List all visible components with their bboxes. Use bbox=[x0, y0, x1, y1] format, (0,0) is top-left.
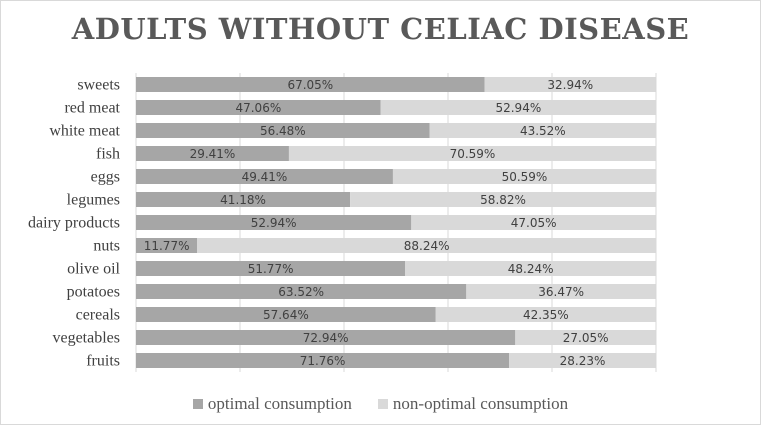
bar-non-optimal-consumption-white-meat bbox=[429, 123, 656, 138]
bar-optimal-consumption-dairy-products bbox=[136, 215, 412, 230]
legend: optimal consumption non-optimal consumpt… bbox=[0, 394, 761, 414]
bar-non-optimal-consumption-red-meat bbox=[380, 100, 656, 115]
data-label-optimal-consumption-legumes: 41.18% bbox=[220, 193, 266, 207]
data-label-optimal-consumption-vegetables: 72.94% bbox=[303, 331, 349, 345]
data-label-optimal-consumption-dairy-products: 52.94% bbox=[251, 216, 297, 230]
data-label-optimal-consumption-olive-oil: 51.77% bbox=[248, 262, 294, 276]
bar-optimal-consumption-potatoes bbox=[136, 284, 467, 299]
category-label-vegetables: vegetables bbox=[52, 330, 120, 347]
category-label-nuts: nuts bbox=[93, 238, 120, 255]
bar-non-optimal-consumption-eggs bbox=[392, 169, 656, 184]
bar-optimal-consumption-olive-oil bbox=[136, 261, 406, 276]
bar-non-optimal-consumption-nuts bbox=[197, 238, 657, 253]
data-label-non-optimal-consumption-potatoes: 36.47% bbox=[538, 285, 584, 299]
category-label-fish: fish bbox=[96, 146, 120, 163]
data-label-optimal-consumption-red-meat: 47.06% bbox=[235, 101, 281, 115]
bar-optimal-consumption-vegetables bbox=[136, 330, 516, 345]
legend-swatch-optimal bbox=[192, 399, 203, 409]
bar-optimal-consumption-cereals bbox=[136, 307, 436, 322]
label-layer: sweets 67.05% 32.94% red meat 47.06% 52.94% wh… bbox=[28, 77, 608, 370]
data-label-optimal-consumption-sweets: 67.05% bbox=[287, 78, 333, 92]
data-label-non-optimal-consumption-white-meat: 43.52% bbox=[520, 124, 566, 138]
bar-non-optimal-consumption-cereals bbox=[435, 307, 656, 322]
category-label-fruits: fruits bbox=[86, 353, 120, 370]
bar-non-optimal-consumption-potatoes bbox=[466, 284, 656, 299]
bar-optimal-consumption-legumes bbox=[136, 192, 351, 207]
chart-title: ADULTS WITHOUT CELIAC DISEASE bbox=[71, 12, 690, 46]
bar-optimal-consumption-white-meat bbox=[136, 123, 430, 138]
category-label-dairy-products: dairy products bbox=[28, 215, 120, 232]
data-label-optimal-consumption-fish: 29.41% bbox=[190, 147, 236, 161]
bar-layer bbox=[136, 77, 657, 368]
category-label-red-meat: red meat bbox=[64, 100, 120, 117]
category-label-cereals: cereals bbox=[76, 307, 120, 324]
bar-optimal-consumption-sweets bbox=[136, 77, 485, 92]
bar-optimal-consumption-fruits bbox=[136, 353, 510, 368]
category-label-olive-oil: olive oil bbox=[67, 261, 120, 278]
data-label-non-optimal-consumption-nuts: 88.24% bbox=[404, 239, 450, 253]
bar-non-optimal-consumption-legumes bbox=[350, 192, 656, 207]
legend-item-non-optimal: non-optimal consumption bbox=[377, 394, 569, 414]
bar-optimal-consumption-nuts bbox=[136, 238, 198, 253]
legend-swatch-non-optimal bbox=[377, 399, 388, 409]
bar-non-optimal-consumption-dairy-products bbox=[411, 215, 656, 230]
bar-non-optimal-consumption-sweets bbox=[484, 77, 656, 92]
data-label-non-optimal-consumption-fruits: 28.23% bbox=[560, 354, 606, 368]
data-label-optimal-consumption-nuts: 11.77% bbox=[144, 239, 190, 253]
data-label-non-optimal-consumption-olive-oil: 48.24% bbox=[508, 262, 554, 276]
category-label-sweets: sweets bbox=[77, 77, 120, 94]
bar-optimal-consumption-eggs bbox=[136, 169, 393, 184]
legend-label-optimal: optimal consumption bbox=[207, 394, 352, 413]
data-label-non-optimal-consumption-vegetables: 27.05% bbox=[563, 331, 609, 345]
data-label-non-optimal-consumption-cereals: 42.35% bbox=[523, 308, 569, 322]
legend-item-optimal: optimal consumption bbox=[192, 394, 352, 414]
category-label-eggs: eggs bbox=[91, 169, 120, 186]
category-label-potatoes: potatoes bbox=[67, 284, 120, 301]
bar-non-optimal-consumption-fish bbox=[288, 146, 656, 161]
bar-optimal-consumption-fish bbox=[136, 146, 289, 161]
category-label-white-meat: white meat bbox=[49, 123, 120, 140]
data-label-optimal-consumption-eggs: 49.41% bbox=[242, 170, 288, 184]
legend-label-non-optimal: non-optimal consumption bbox=[392, 394, 569, 413]
bar-optimal-consumption-red-meat bbox=[136, 100, 381, 115]
bar-non-optimal-consumption-fruits bbox=[509, 353, 656, 368]
data-label-non-optimal-consumption-red-meat: 52.94% bbox=[495, 101, 541, 115]
data-label-non-optimal-consumption-legumes: 58.82% bbox=[480, 193, 526, 207]
bar-non-optimal-consumption-olive-oil bbox=[405, 261, 657, 276]
data-label-non-optimal-consumption-fish: 70.59% bbox=[450, 147, 496, 161]
category-label-legumes: legumes bbox=[67, 192, 120, 209]
data-label-optimal-consumption-fruits: 71.76% bbox=[300, 354, 346, 368]
data-label-non-optimal-consumption-dairy-products: 47.05% bbox=[511, 216, 557, 230]
bar-non-optimal-consumption-vegetables bbox=[515, 330, 656, 345]
data-label-optimal-consumption-potatoes: 63.52% bbox=[278, 285, 324, 299]
data-label-non-optimal-consumption-sweets: 32.94% bbox=[547, 78, 593, 92]
data-label-non-optimal-consumption-eggs: 50.59% bbox=[502, 170, 548, 184]
data-label-optimal-consumption-cereals: 57.64% bbox=[263, 308, 309, 322]
data-label-optimal-consumption-white-meat: 56.48% bbox=[260, 124, 306, 138]
